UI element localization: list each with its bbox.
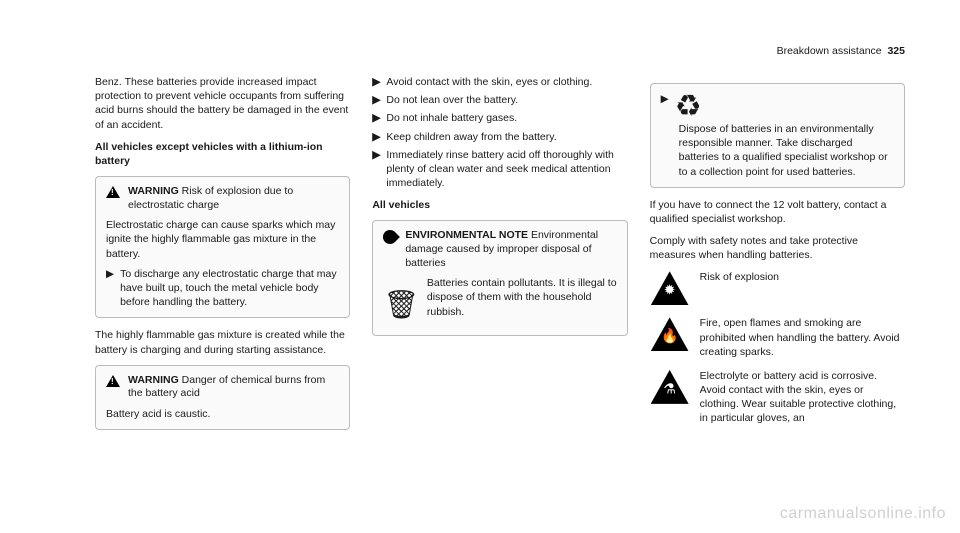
leaf-icon [380, 227, 400, 247]
mid-text: The highly flammable gas mixture is crea… [95, 328, 350, 356]
arrow-icon: ▶ [372, 75, 380, 89]
bullet-text: Keep children away from the battery. [386, 130, 556, 144]
bullet-text: Immediately rinse battery acid off thoro… [386, 148, 627, 191]
subhead-all-vehicles: All vehicles [372, 198, 627, 212]
safety-row-explosion: ✹ Risk of explosion [650, 270, 905, 306]
column-3: ▶ ♻ Dispose of batteries in an environme… [650, 75, 905, 440]
recycle-row: ▶ ♻ [661, 92, 894, 122]
bullet-item: ▶ Avoid contact with the skin, eyes or cl… [372, 75, 627, 89]
env-body: Batteries contain pollutants. It is ille… [427, 276, 617, 319]
warning-box-electrostatic: WARNING Risk of explosion due to electro… [95, 176, 350, 318]
safety-row-fire: 🔥 Fire, open flames and smoking are proh… [650, 316, 905, 359]
warning-head: WARNING Risk of explosion due to electro… [106, 185, 339, 212]
warning-title: WARNING Risk of explosion due to electro… [128, 185, 339, 212]
warning-body: Electrostatic charge can cause sparks wh… [106, 218, 339, 261]
safety-bullets: ▶ Avoid contact with the skin, eyes or cl… [372, 75, 627, 190]
environmental-note-box: ENVIRONMENTAL NOTE Environmental damage … [372, 220, 627, 335]
arrow-icon: ▶ [372, 111, 380, 125]
warning-box-acid: WARNING Danger of chemical burns from th… [95, 365, 350, 430]
warning-head: WARNING Danger of chemical burns from th… [106, 374, 339, 401]
bullet-text: Do not inhale battery gases. [386, 111, 517, 125]
safety-row-acid: ⚗ Electrolyte or battery acid is corrosi… [650, 369, 905, 426]
subhead-non-lithium: All vehicles except vehicles with a lith… [95, 140, 350, 168]
bullet-item: ▶ Do not inhale battery gases. [372, 111, 627, 125]
recycle-icon: ♻ [675, 92, 702, 122]
arrow-icon: ▶ [372, 148, 380, 191]
explosion-icon: ✹ [650, 270, 690, 306]
page-number: 325 [887, 45, 905, 57]
warning-bullet-text: To discharge any electrostatic charge th… [120, 267, 339, 310]
column-2: ▶ Avoid contact with the skin, eyes or cl… [372, 75, 627, 440]
recycle-body: Dispose of batteries in an environmental… [679, 122, 894, 179]
bullet-text: Do not lean over the battery. [386, 93, 518, 107]
bullet-item: ▶ Keep children away from the battery. [372, 130, 627, 144]
section-title: Breakdown assistance [777, 45, 882, 57]
bullet-text: Avoid contact with the skin, eyes or clo… [386, 75, 592, 89]
watermark: carmanualsonline.info [780, 505, 946, 523]
warning-icon [106, 375, 120, 387]
intro-text: Benz. These batteries provide increased … [95, 75, 350, 132]
safety-text: Fire, open flames and smoking are prohib… [700, 316, 905, 359]
safety-text: Electrolyte or battery acid is corrosive… [700, 369, 905, 426]
arrow-icon: ▶ [106, 267, 114, 310]
warning-title: WARNING Danger of chemical burns from th… [128, 374, 339, 401]
arrow-icon: ▶ [372, 93, 380, 107]
env-title: ENVIRONMENTAL NOTE Environmental damage … [405, 229, 616, 270]
fire-icon: 🔥 [650, 316, 690, 352]
page-header: Breakdown assistance 325 [95, 45, 905, 57]
arrow-icon: ▶ [661, 92, 669, 122]
safety-intro-text: Comply with safety notes and take protec… [650, 234, 905, 262]
content-columns: Benz. These batteries provide increased … [95, 75, 905, 440]
safety-text: Risk of explosion [700, 270, 905, 306]
warning-icon [106, 186, 120, 198]
env-head: ENVIRONMENTAL NOTE Environmental damage … [383, 229, 616, 270]
arrow-icon: ▶ [372, 130, 380, 144]
page: Breakdown assistance 325 Benz. These bat… [0, 0, 960, 440]
bullet-item: ▶ Do not lean over the battery. [372, 93, 627, 107]
bullet-item: ▶Immediately rinse battery acid off thor… [372, 148, 627, 191]
env-body-row: 🗑 Batteries contain pollutants. It is il… [383, 276, 616, 319]
warning-body: Battery acid is caustic. [106, 407, 339, 421]
recycle-note-box: ▶ ♻ Dispose of batteries in an environme… [650, 83, 905, 188]
warning-bullet: ▶ To discharge any electrostatic charge … [106, 267, 339, 310]
trash-icon: 🗑 [383, 291, 419, 319]
connect-battery-text: If you have to connect the 12 volt batte… [650, 198, 905, 226]
corrosive-icon: ⚗ [650, 369, 690, 405]
column-1: Benz. These batteries provide increased … [95, 75, 350, 440]
